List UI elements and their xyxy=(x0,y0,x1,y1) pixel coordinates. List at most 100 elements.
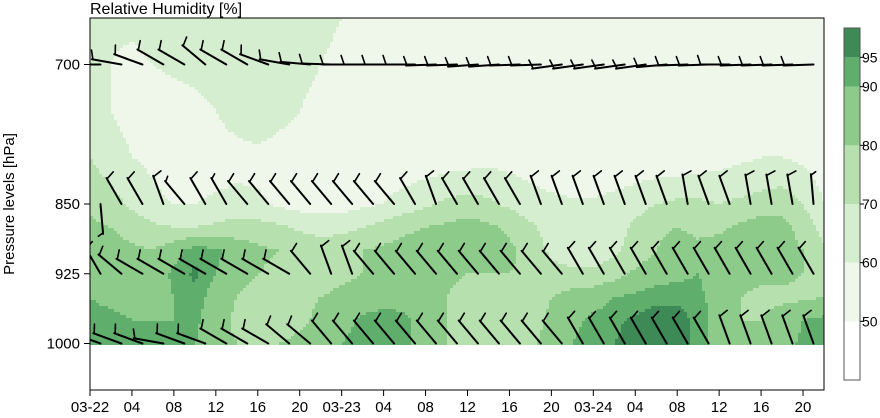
rh-cell xyxy=(669,45,672,48)
rh-cell xyxy=(723,51,726,54)
rh-cell xyxy=(117,75,120,78)
rh-cell xyxy=(357,30,360,33)
rh-cell xyxy=(549,36,552,39)
rh-cell xyxy=(483,48,486,51)
rh-cell xyxy=(192,75,195,78)
rh-cell xyxy=(693,57,696,60)
rh-cell xyxy=(708,39,711,42)
rh-cell xyxy=(153,51,156,54)
rh-cell xyxy=(102,24,105,27)
rh-cell xyxy=(498,72,501,75)
rh-cell xyxy=(540,45,543,48)
rh-cell xyxy=(627,18,630,21)
rh-cell xyxy=(807,60,810,63)
rh-cell xyxy=(246,45,249,48)
rh-cell xyxy=(366,60,369,63)
rh-cell xyxy=(327,69,330,72)
rh-cell xyxy=(444,45,447,48)
rh-cell xyxy=(213,21,216,24)
rh-cell xyxy=(393,48,396,51)
rh-cell xyxy=(438,51,441,54)
rh-cell xyxy=(477,45,480,48)
rh-cell xyxy=(777,54,780,57)
rh-cell xyxy=(639,18,642,21)
rh-cell xyxy=(345,57,348,60)
rh-cell xyxy=(552,57,555,60)
rh-cell xyxy=(804,54,807,57)
rh-cell xyxy=(537,36,540,39)
rh-cell xyxy=(264,48,267,51)
rh-cell xyxy=(132,45,135,48)
rh-cell xyxy=(426,54,429,57)
rh-cell xyxy=(204,27,207,30)
rh-cell xyxy=(243,24,246,27)
rh-cell xyxy=(174,66,177,69)
rh-cell xyxy=(687,54,690,57)
rh-cell xyxy=(486,27,489,30)
rh-cell xyxy=(480,36,483,39)
rh-cell xyxy=(534,60,537,63)
rh-cell xyxy=(621,69,624,72)
rh-cell xyxy=(327,18,330,21)
rh-cell xyxy=(129,21,132,24)
rh-cell xyxy=(144,72,147,75)
rh-cell xyxy=(447,39,450,42)
rh-cell xyxy=(246,27,249,30)
rh-cell xyxy=(183,69,186,72)
rh-cell xyxy=(672,36,675,39)
rh-cell xyxy=(453,45,456,48)
rh-cell xyxy=(198,63,201,66)
rh-cell xyxy=(291,48,294,51)
rh-cell xyxy=(447,30,450,33)
rh-cell xyxy=(396,54,399,57)
rh-cell xyxy=(99,45,102,48)
rh-cell xyxy=(399,42,402,45)
rh-cell xyxy=(369,39,372,42)
rh-cell xyxy=(306,21,309,24)
rh-cell xyxy=(189,24,192,27)
rh-cell xyxy=(162,24,165,27)
rh-cell xyxy=(705,69,708,72)
rh-cell xyxy=(195,48,198,51)
rh-cell xyxy=(663,39,666,42)
rh-cell xyxy=(648,21,651,24)
rh-cell xyxy=(585,33,588,36)
rh-cell xyxy=(798,30,801,33)
rh-cell xyxy=(648,60,651,63)
rh-cell xyxy=(342,33,345,36)
rh-cell xyxy=(687,36,690,39)
rh-cell xyxy=(714,18,717,21)
rh-cell xyxy=(153,30,156,33)
rh-cell xyxy=(669,24,672,27)
rh-cell xyxy=(144,57,147,60)
rh-cell xyxy=(384,27,387,30)
rh-cell xyxy=(795,60,798,63)
rh-cell xyxy=(678,33,681,36)
rh-cell xyxy=(576,42,579,45)
rh-cell xyxy=(303,30,306,33)
rh-cell xyxy=(285,57,288,60)
rh-cell xyxy=(312,69,315,72)
rh-cell xyxy=(789,21,792,24)
rh-cell xyxy=(414,75,417,78)
rh-cell xyxy=(297,45,300,48)
rh-cell xyxy=(360,45,363,48)
rh-cell xyxy=(252,75,255,78)
rh-cell xyxy=(501,54,504,57)
rh-cell xyxy=(480,27,483,30)
rh-cell xyxy=(99,66,102,69)
rh-cell xyxy=(795,69,798,72)
rh-cell xyxy=(723,24,726,27)
rh-cell xyxy=(765,57,768,60)
rh-cell xyxy=(465,72,468,75)
rh-cell xyxy=(627,24,630,27)
rh-cell xyxy=(273,51,276,54)
rh-cell xyxy=(159,33,162,36)
rh-cell xyxy=(474,54,477,57)
rh-cell xyxy=(618,69,621,72)
rh-cell xyxy=(801,48,804,51)
rh-cell xyxy=(579,27,582,30)
rh-cell xyxy=(615,54,618,57)
rh-cell xyxy=(441,24,444,27)
rh-cell xyxy=(723,72,726,75)
